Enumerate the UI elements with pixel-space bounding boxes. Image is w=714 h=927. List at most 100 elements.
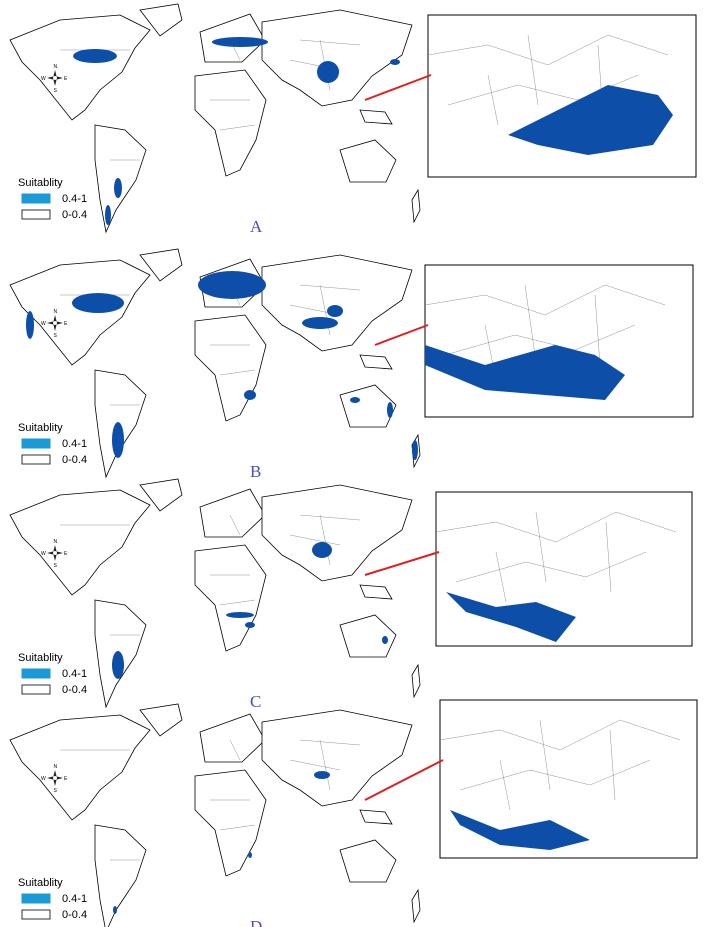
compass: N SE W xyxy=(41,64,68,94)
compass-s: S xyxy=(54,88,58,94)
suitable-area xyxy=(312,542,332,558)
suitable-area xyxy=(73,49,117,63)
suitable-area xyxy=(314,771,330,779)
continent xyxy=(359,109,393,125)
compass-n: N xyxy=(54,539,58,545)
compass-s: S xyxy=(54,788,58,794)
inset-borders xyxy=(424,284,666,376)
legend: Suitablity 0.4-1 0-0.4 xyxy=(18,422,87,466)
continent xyxy=(9,14,151,121)
compass: N SE W xyxy=(41,764,68,794)
legend-swatch xyxy=(21,893,51,904)
legend: Suitablity 0.4-1 0-0.4 xyxy=(18,652,87,696)
continent xyxy=(261,9,413,107)
world-map xyxy=(9,703,421,927)
continent xyxy=(9,489,151,596)
legend-title: Suitablity xyxy=(18,652,63,664)
map-panel: N SE W Suitablity 0.4-1 0-0.4 B xyxy=(9,248,421,481)
inset-borders xyxy=(439,719,681,811)
world-map xyxy=(9,248,421,479)
suitable-area xyxy=(26,311,34,339)
compass-rose xyxy=(47,315,63,331)
continent xyxy=(339,839,397,883)
legend: Suitablity 0.4-1 0-0.4 xyxy=(18,177,87,221)
suitable-area xyxy=(112,422,124,458)
continent xyxy=(194,544,267,652)
legend-item: 0-0.4 xyxy=(62,909,87,921)
suitable-area xyxy=(245,622,255,628)
legend-item: 0.4-1 xyxy=(62,438,87,450)
inset-map xyxy=(439,699,698,859)
suitable-area xyxy=(212,37,268,47)
legend-item: 0-0.4 xyxy=(62,209,87,221)
legend-swatch xyxy=(21,209,51,220)
suitable-area xyxy=(198,271,266,299)
legend-title: Suitablity xyxy=(18,422,63,434)
inset-map xyxy=(424,264,694,418)
map-panel: N SE W Suitablity 0.4-1 0-0.4 C xyxy=(9,478,421,711)
suitable-area xyxy=(72,293,124,313)
suitable-area xyxy=(317,61,339,83)
continent xyxy=(411,188,421,224)
continent xyxy=(9,259,151,366)
continent xyxy=(339,614,397,658)
continent xyxy=(194,314,267,422)
compass-e: E xyxy=(64,776,68,782)
inset-suitable-area xyxy=(508,85,673,155)
compass-e: E xyxy=(64,321,68,327)
continent xyxy=(199,488,266,538)
map-panel: N SE W Suitablity 0.4-1 0-0.4 A xyxy=(9,3,421,236)
compass: N SE W xyxy=(41,539,68,569)
compass-rose xyxy=(47,545,63,561)
continent xyxy=(339,139,397,183)
legend-swatch xyxy=(21,438,51,449)
compass-s: S xyxy=(54,563,58,569)
continent xyxy=(9,714,151,821)
continent xyxy=(261,484,413,582)
continent xyxy=(411,888,421,924)
continent xyxy=(359,584,393,600)
legend-title: Suitablity xyxy=(18,877,63,889)
compass-s: S xyxy=(54,333,58,339)
inset-suitable-area xyxy=(425,345,625,400)
compass-w: W xyxy=(41,776,46,782)
country-borders xyxy=(60,739,361,861)
suitable-area xyxy=(114,178,122,198)
compass-e: E xyxy=(64,76,68,82)
suitable-area xyxy=(302,317,338,329)
connector xyxy=(364,74,432,101)
suitable-area xyxy=(390,59,400,65)
inset-map xyxy=(427,14,697,178)
compass-rose xyxy=(47,770,63,786)
inset-map xyxy=(435,491,693,647)
inset-suitable-area xyxy=(450,810,590,850)
legend-swatch xyxy=(21,668,51,679)
inset-borders xyxy=(427,34,669,126)
connector xyxy=(374,324,429,346)
continent xyxy=(94,824,147,927)
suitable-area xyxy=(113,906,117,914)
country-borders xyxy=(60,514,361,636)
continent xyxy=(359,354,393,370)
compass: N SE W xyxy=(41,309,68,339)
panel-label: C xyxy=(250,692,261,711)
connector xyxy=(364,759,444,801)
legend-item: 0-0.4 xyxy=(62,454,87,466)
legend-title: Suitablity xyxy=(18,177,63,189)
compass-e: E xyxy=(64,551,68,557)
continent xyxy=(411,663,421,699)
continent xyxy=(194,69,267,177)
inset-frame xyxy=(435,491,693,647)
compass-n: N xyxy=(54,64,58,70)
continent xyxy=(139,703,183,737)
suitable-area xyxy=(244,390,256,400)
legend-swatch xyxy=(21,909,51,920)
compass-n: N xyxy=(54,309,58,315)
panel-label: A xyxy=(250,217,263,236)
suitable-area xyxy=(412,440,418,460)
suitable-area xyxy=(327,305,343,317)
inset-suitable-area xyxy=(446,592,576,642)
world-map xyxy=(9,3,421,234)
suitable-area xyxy=(387,402,393,418)
